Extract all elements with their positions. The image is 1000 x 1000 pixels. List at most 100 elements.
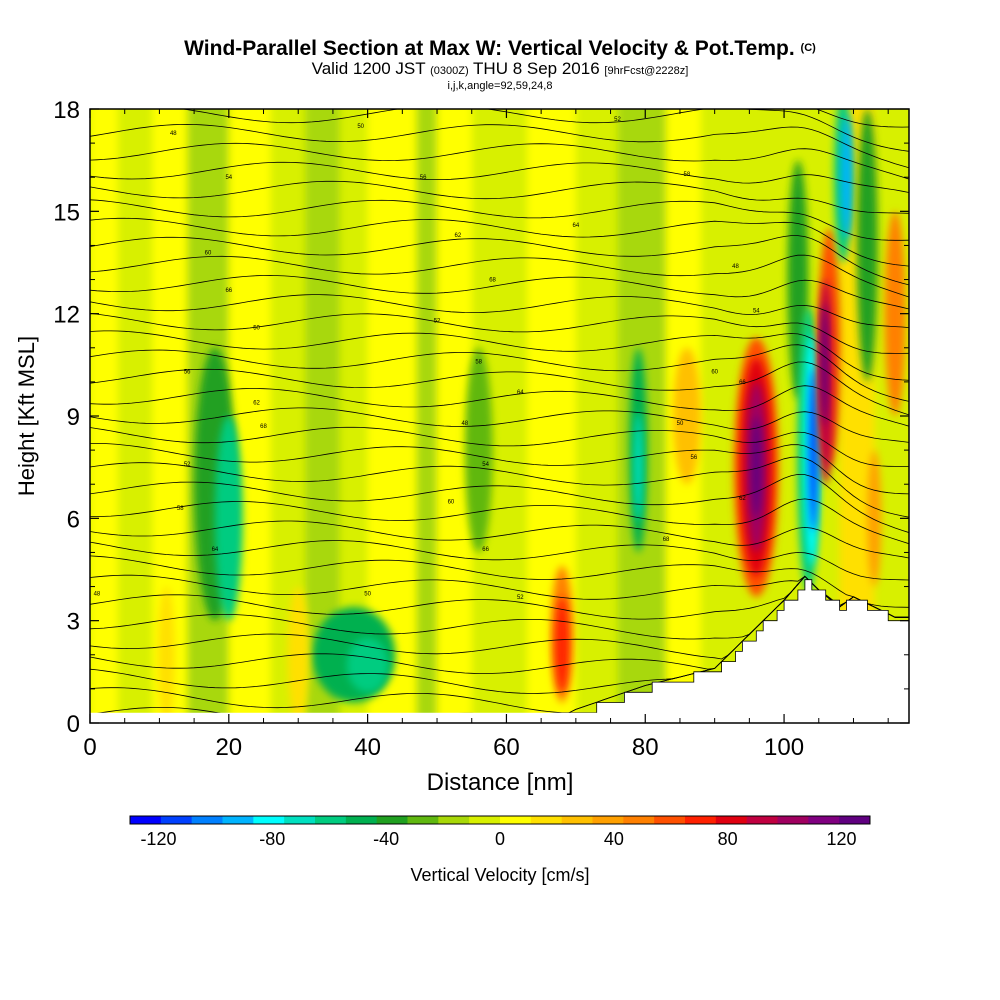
theta-contour (90, 254, 909, 298)
theta-contour (90, 313, 909, 354)
colorbar-swatch (839, 816, 871, 824)
contour-label: 60 (711, 370, 718, 376)
velocity-cell (555, 596, 569, 693)
velocity-cell (158, 586, 175, 723)
colorbar-swatch (222, 816, 254, 824)
x-tick-label: 40 (354, 734, 381, 761)
y-tick-label: 18 (53, 97, 80, 124)
contour-label: 62 (455, 233, 462, 239)
contour-label: 62 (253, 400, 260, 406)
velocity-cell (464, 347, 493, 553)
theta-contour (90, 217, 909, 267)
theta-contour (90, 575, 909, 640)
theta-contour (90, 49, 909, 77)
velocity-cell (884, 211, 906, 416)
theta-contour (90, 180, 909, 214)
valid-time: Valid 1200 JST (311, 59, 426, 78)
colorbar-swatch (130, 816, 162, 824)
contour-label: 52 (434, 318, 441, 324)
colorbar-swatch (623, 816, 655, 824)
theta-contour (90, 142, 909, 180)
contour-label: 64 (517, 390, 524, 396)
contour-label: 48 (461, 421, 468, 427)
colorbar-swatch (253, 816, 285, 824)
colorbar-tick-label: -40 (373, 829, 399, 849)
forecast-info: [9hrFcst@2228z] (604, 65, 689, 77)
theta-contour (90, 407, 909, 443)
theta-contour (90, 294, 909, 328)
x-tick-label: 80 (632, 734, 659, 761)
field-band (416, 109, 440, 723)
chart-subtitle: Valid 1200 JST (0300Z) THU 8 Sep 2016 [9… (0, 59, 1000, 79)
theta-contour (90, 161, 909, 193)
colorbar-swatch (654, 816, 686, 824)
theta-contour (90, 199, 909, 241)
contour-label: 68 (260, 424, 267, 430)
contour-label: 58 (475, 359, 482, 365)
contour-label: 52 (614, 117, 621, 123)
colorbar-label: Vertical Velocity [cm/s] (410, 865, 589, 885)
contour-label: 64 (573, 223, 580, 229)
grid-indices: i,j,k,angle=92,59,24,8 (447, 80, 553, 92)
field-band (228, 109, 273, 723)
colorbar-tick-label: -80 (259, 829, 285, 849)
colorbar-tick-label: 0 (495, 829, 505, 849)
contour-label: 48 (732, 264, 739, 270)
contour-label: 54 (482, 462, 489, 468)
terrain-profile (548, 579, 909, 723)
x-tick-label: 0 (83, 734, 96, 761)
x-axis-label: Distance [nm] (427, 769, 574, 796)
y-tick-label: 12 (53, 302, 80, 329)
velocity-cell (867, 450, 882, 587)
colorbar-swatch (407, 816, 439, 824)
contour-label: 54 (753, 308, 760, 314)
valid-zulu: (0300Z) (430, 65, 469, 77)
colorbar-swatch (592, 816, 624, 824)
contour-label: 56 (690, 455, 697, 461)
colorbar-swatch (777, 816, 809, 824)
contour-label: 50 (357, 124, 364, 130)
colorbar-swatch (561, 816, 593, 824)
x-tick-label: 20 (215, 734, 242, 761)
y-tick-label: 15 (53, 199, 80, 226)
theta-contour (90, 426, 909, 467)
theta-contour (90, 123, 909, 169)
y-axis-label: Height [Kft MSL] (14, 336, 39, 496)
theta-contour (90, 540, 909, 581)
colorbar-swatch (715, 816, 748, 824)
theta-contour (90, 575, 909, 620)
field-band (117, 109, 155, 723)
velocity-cell (634, 412, 643, 522)
colorbar-swatch (808, 816, 840, 824)
chart-title-block: Wind-Parallel Section at Max W: Vertical… (0, 36, 1000, 93)
contour-label: 48 (94, 591, 101, 597)
contour-label: 56 (420, 175, 427, 181)
theta-contour (90, 498, 909, 545)
colorbar-swatch (438, 816, 470, 824)
theta-contour (90, 574, 909, 618)
contour-label: 64 (212, 547, 219, 553)
contour-label: 50 (364, 591, 371, 597)
contour-label: 54 (225, 175, 232, 181)
contour-label: 56 (184, 370, 191, 376)
theta-contour (90, 520, 909, 559)
colorbar-tick-label: -120 (140, 829, 176, 849)
ground-strip (90, 712, 909, 723)
colorbar-tick-label: 80 (718, 829, 738, 849)
contour-label: 68 (663, 537, 670, 543)
contour-label: 68 (489, 278, 496, 284)
theta-contour (90, 344, 909, 402)
contour-label: 50 (253, 325, 260, 331)
velocity-cell (214, 415, 243, 621)
colorbar-swatch (500, 816, 532, 824)
contour-label: 50 (677, 421, 684, 427)
colorbar-swatch (191, 816, 223, 824)
theta-contour (90, 385, 909, 427)
velocity-cell (820, 303, 828, 427)
theta-contour (90, 330, 909, 381)
colorbar-tick-label: 40 (604, 829, 624, 849)
terrain (90, 579, 909, 723)
title-unit: (C) (800, 42, 816, 54)
theta-contour (90, 443, 909, 495)
field-band (575, 109, 620, 723)
